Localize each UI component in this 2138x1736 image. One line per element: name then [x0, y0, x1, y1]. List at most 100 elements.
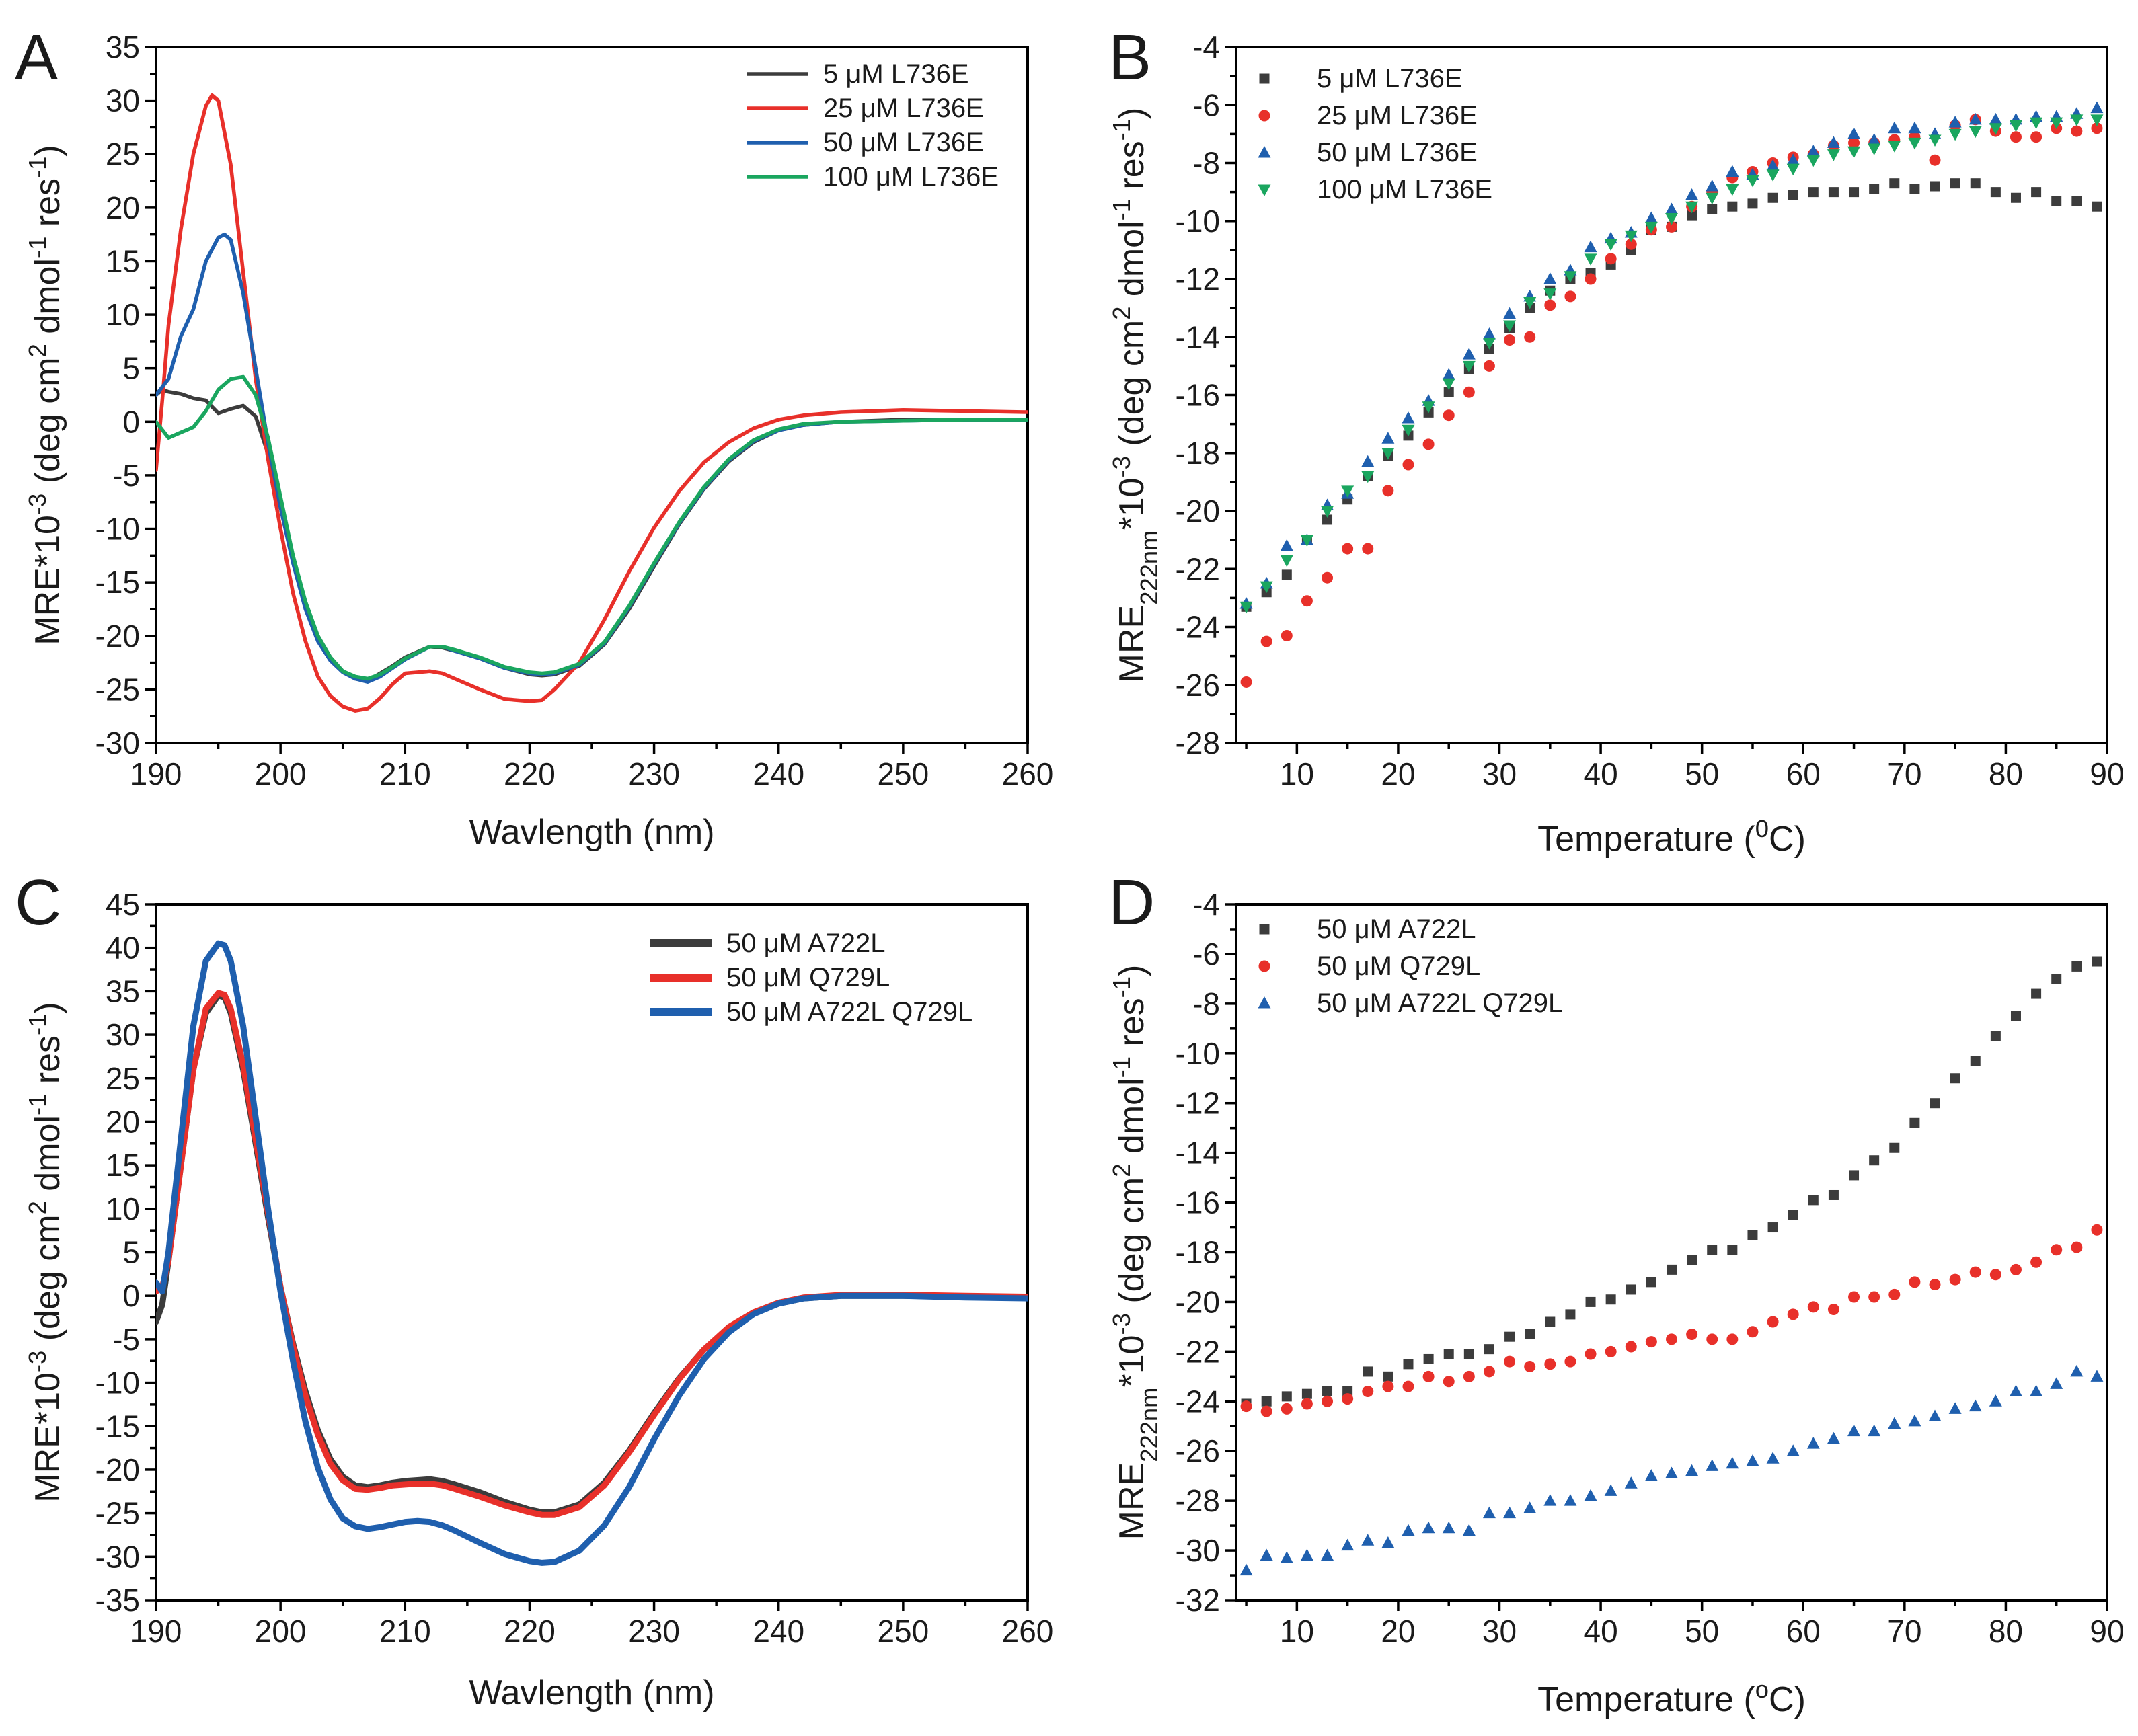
x-axis-title: Temperature (oC): [1537, 1675, 1806, 1720]
y-tick-label: -30: [96, 1539, 140, 1574]
series-line: [156, 93, 1028, 713]
data-point: [1240, 676, 1252, 688]
data-point: [1443, 409, 1455, 422]
data-point: [1322, 1395, 1334, 1407]
data-point: [1707, 204, 1718, 214]
data-point: [1644, 1469, 1658, 1481]
data-point: [2030, 117, 2043, 130]
x-tick-label: 70: [1887, 756, 1921, 791]
data-point: [1361, 1534, 1375, 1546]
data-point: [1908, 137, 1921, 150]
data-point: [1970, 178, 1981, 189]
y-tick-label: -18: [1176, 436, 1220, 471]
x-tick-label: 220: [504, 756, 556, 791]
data-point: [1239, 601, 1253, 614]
y-tick-label: -25: [96, 1496, 140, 1531]
y-tick-label: -22: [1176, 1334, 1220, 1369]
data-point: [1280, 555, 1293, 567]
y-tick-label: -28: [1176, 725, 1220, 760]
data-point: [1321, 1548, 1334, 1561]
y-tick-label: 20: [106, 1104, 140, 1139]
data-point: [1706, 1459, 1719, 1471]
x-tick-label: 60: [1786, 756, 1821, 791]
data-point: [1685, 201, 1699, 214]
data-point: [1605, 253, 1617, 265]
data-point: [1605, 1294, 1616, 1305]
data-point: [1544, 299, 1556, 311]
data-point: [1585, 273, 1597, 285]
data-point: [1847, 146, 1861, 159]
x-tick-label: 190: [130, 756, 182, 791]
x-tick-label: 240: [753, 756, 804, 791]
y-tick-label: -24: [1176, 1384, 1220, 1419]
data-point: [1503, 307, 1517, 319]
data-point: [1889, 178, 1900, 189]
data-point: [1382, 1380, 1394, 1392]
data-point: [1281, 1391, 1292, 1402]
data-point: [1949, 1273, 1961, 1286]
data-point: [1706, 180, 1719, 192]
legend-label: 50 μM A722L: [1317, 914, 1476, 944]
data-point: [1322, 571, 1334, 584]
legend-label: 50 μM L736E: [1317, 138, 1478, 167]
y-tick-label: 0: [122, 404, 140, 439]
data-point: [1766, 1452, 1780, 1464]
data-point: [1687, 1255, 1697, 1265]
y-tick-label: -24: [1176, 610, 1220, 645]
data-point: [1645, 1336, 1657, 1348]
data-point: [1482, 338, 1496, 350]
data-point: [1260, 1405, 1272, 1417]
data-point: [1930, 1098, 1940, 1109]
legend-label: 5 μM L736E: [1317, 64, 1463, 93]
data-point: [1584, 253, 1597, 266]
data-point: [1462, 1524, 1476, 1536]
data-point: [1402, 411, 1415, 424]
x-tick-label: 90: [2090, 1614, 2124, 1649]
y-tick-label: 30: [106, 1017, 140, 1052]
data-point: [1806, 1437, 1820, 1449]
data-point: [1786, 163, 1800, 176]
data-point: [1969, 1266, 1981, 1278]
legend-label: 100 μM L736E: [1317, 175, 1492, 204]
x-tick-label: 20: [1381, 756, 1415, 791]
data-point: [1989, 1394, 2002, 1407]
data-point: [1363, 1366, 1373, 1377]
data-point: [1667, 1264, 1677, 1275]
y-tick-label: 10: [106, 297, 140, 332]
data-point: [1322, 514, 1333, 525]
data-point: [1301, 1388, 1312, 1399]
data-point: [1239, 1563, 1253, 1576]
data-point: [1463, 386, 1475, 398]
y-tick-label: -10: [1176, 1036, 1220, 1071]
x-axis-title: Wavlength (nm): [469, 1673, 714, 1712]
data-point: [1869, 1155, 1880, 1166]
y-tick-label: 20: [106, 190, 140, 225]
x-tick-label: 40: [1584, 1614, 1618, 1649]
data-point: [1706, 192, 1719, 205]
data-point: [1950, 178, 1960, 189]
data-point: [1503, 1506, 1517, 1519]
data-point: [1806, 155, 1820, 167]
y-tick-label: -5: [112, 1322, 140, 1357]
data-point: [1948, 116, 1962, 128]
data-point: [1564, 1494, 1577, 1506]
data-point: [1625, 1341, 1637, 1353]
y-tick-label: -26: [1176, 1433, 1220, 1468]
plot-area: [156, 93, 1028, 713]
data-point: [2090, 1370, 2104, 1382]
legend-marker: [1258, 184, 1271, 196]
data-point: [1726, 1456, 1739, 1469]
data-point: [1767, 1222, 1778, 1233]
y-tick-label: -14: [1176, 1136, 1220, 1171]
panel-letter: A: [15, 22, 58, 93]
x-tick-label: 240: [753, 1614, 804, 1649]
series-line: [156, 374, 1028, 681]
data-point: [1624, 230, 1638, 243]
data-point: [1726, 1333, 1739, 1345]
data-point: [2030, 1384, 2043, 1396]
data-point: [2010, 131, 2022, 143]
data-point: [1969, 126, 1982, 139]
y-tick-label: -4: [1192, 887, 1220, 922]
data-point: [2051, 974, 2062, 984]
